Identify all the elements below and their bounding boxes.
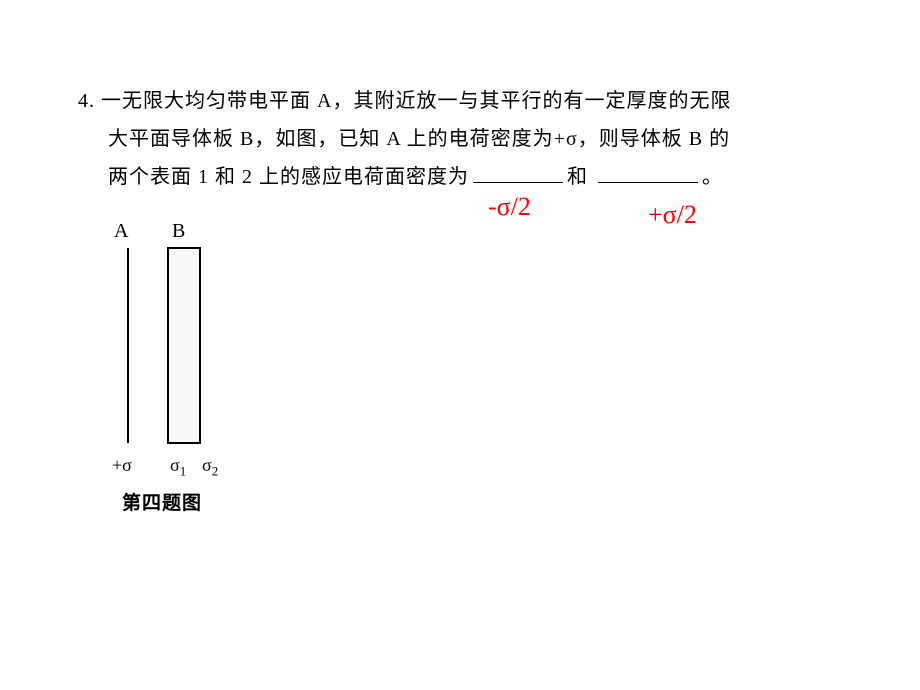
figure-caption: 第四题图	[122, 488, 202, 515]
sigma-2-label: σ2	[202, 455, 218, 480]
sigma-1-label: σ1	[170, 455, 186, 480]
sigma-2-sub: 2	[212, 464, 219, 479]
blank-2	[598, 163, 698, 183]
question-line1: 一无限大均匀带电平面 A，其附近放一与其平行的有一定厚度的无限	[101, 90, 731, 112]
sigma-plus-label: +σ	[112, 455, 132, 476]
blank-1	[473, 163, 563, 183]
question-text: 4. 一无限大均匀带电平面 A，其附近放一与其平行的有一定厚度的无限 大平面导体板…	[78, 82, 868, 196]
figure-diagram	[110, 218, 280, 488]
question-line2: 大平面导体板 B，如图，已知 A 上的电荷密度为+σ，则导体板 B 的	[108, 128, 730, 150]
question-number: 4.	[78, 82, 95, 120]
question-line3-part3: 。	[702, 166, 723, 188]
conductor-b-rect	[168, 248, 200, 443]
answer-2: +σ/2	[648, 200, 697, 230]
question-line3-part1: 两个表面 1 和 2 上的感应电荷面密度为	[108, 166, 469, 188]
answer-1: -σ/2	[488, 192, 531, 222]
question-line3-part2: 和	[567, 166, 588, 188]
sigma-1-sub: 1	[180, 464, 187, 479]
sigma-1-sym: σ	[170, 455, 180, 475]
sigma-2-sym: σ	[202, 455, 212, 475]
diagram-svg	[110, 218, 280, 488]
question-block: 4. 一无限大均匀带电平面 A，其附近放一与其平行的有一定厚度的无限 大平面导体板…	[78, 82, 868, 196]
